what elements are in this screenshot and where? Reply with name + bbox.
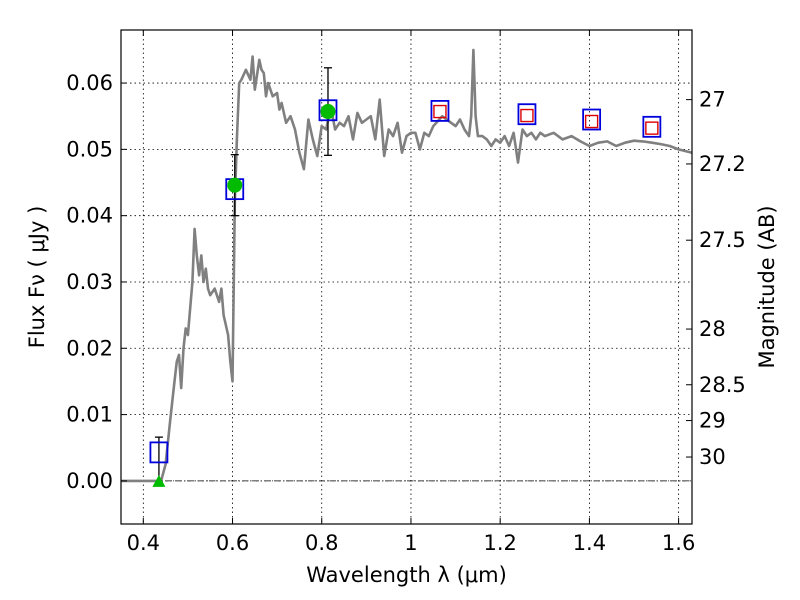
- x-axis-label: Wavelength λ (μm): [306, 563, 507, 587]
- y-tick-label: 0.05: [66, 137, 113, 161]
- x-tick-label: 1.2: [483, 531, 516, 555]
- synthetic-photometry-square: [520, 108, 534, 123]
- right-tick-label: 27.5: [699, 228, 746, 252]
- x-tick-label: 0.4: [127, 531, 160, 555]
- right-tick-label: 27.2: [699, 152, 746, 176]
- observed-flux-point: [227, 177, 243, 193]
- right-axis-label: Magnitude (AB): [755, 205, 779, 368]
- y-axis-label: Flux Fν ( μJy ): [25, 206, 49, 349]
- y-tick-label: 0.00: [66, 469, 113, 493]
- model-photometry-square: [582, 108, 602, 131]
- y-tick-label: 0.06: [66, 71, 113, 95]
- x-tick-label: 0.8: [305, 531, 338, 555]
- right-tick-label: 28: [699, 317, 726, 341]
- synthetic-photometry-square: [645, 121, 659, 135]
- x-tick-label: 1.6: [662, 531, 695, 555]
- upper-limit-marker: [152, 474, 166, 487]
- model-spectrum-line: [121, 48, 693, 483]
- y-tick-label: 0.03: [66, 270, 113, 294]
- model-photometry-square: [517, 103, 537, 126]
- right-tick-label: 30: [699, 445, 726, 469]
- y-tick-label: 0.04: [66, 204, 113, 228]
- axis-ticks: 0.4 0.6 0.8 1 1.2 1.4 1.6 0.00 0.01 0.02 0.03 0.04 0…: [66, 30, 746, 555]
- synthetic-photometry-square: [433, 104, 447, 119]
- model-photometry-square: [642, 115, 662, 138]
- x-tick-label: 1.4: [573, 531, 606, 555]
- y-tick-label: 0.01: [66, 403, 113, 427]
- right-tick-label: 29: [699, 409, 726, 433]
- model-spectrum: [121, 48, 693, 483]
- x-tick-label: 1: [404, 531, 417, 555]
- right-tick-label: 28.5: [699, 373, 746, 397]
- photometry-markers: [149, 67, 662, 487]
- model-photometry-square: [430, 99, 450, 122]
- observed-flux-point: [320, 104, 336, 120]
- model-photometry-square: [149, 441, 169, 464]
- x-tick-label: 0.6: [216, 531, 249, 555]
- right-tick-label: 27: [699, 88, 726, 112]
- y-tick-label: 0.02: [66, 336, 113, 360]
- plot-frame: [120, 29, 693, 525]
- model-photometry-square: [318, 99, 338, 122]
- synthetic-photometry-square: [584, 114, 599, 129]
